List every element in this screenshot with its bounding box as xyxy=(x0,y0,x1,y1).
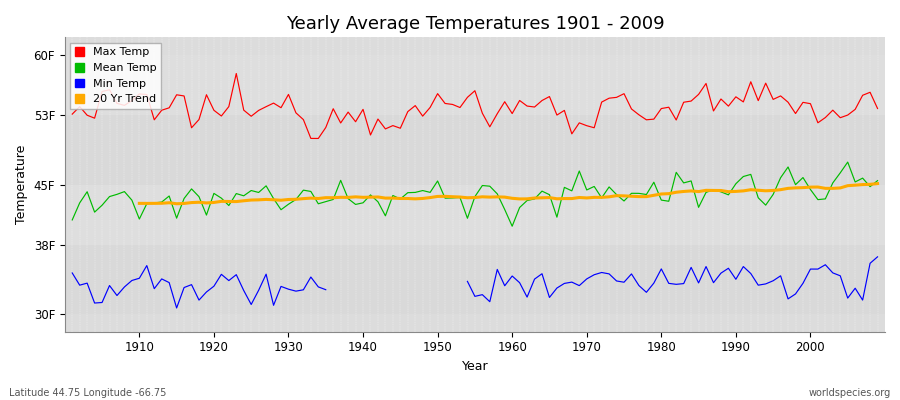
X-axis label: Year: Year xyxy=(462,360,488,373)
Bar xyxy=(65,184,885,245)
Bar xyxy=(65,245,885,314)
Y-axis label: Temperature: Temperature xyxy=(15,145,28,224)
Legend: Max Temp, Mean Temp, Min Temp, 20 Yr Trend: Max Temp, Mean Temp, Min Temp, 20 Yr Tre… xyxy=(70,43,160,109)
Bar xyxy=(65,55,885,115)
Title: Yearly Average Temperatures 1901 - 2009: Yearly Average Temperatures 1901 - 2009 xyxy=(285,15,664,33)
Bar xyxy=(65,115,885,184)
Text: worldspecies.org: worldspecies.org xyxy=(809,388,891,398)
Text: Latitude 44.75 Longitude -66.75: Latitude 44.75 Longitude -66.75 xyxy=(9,388,166,398)
